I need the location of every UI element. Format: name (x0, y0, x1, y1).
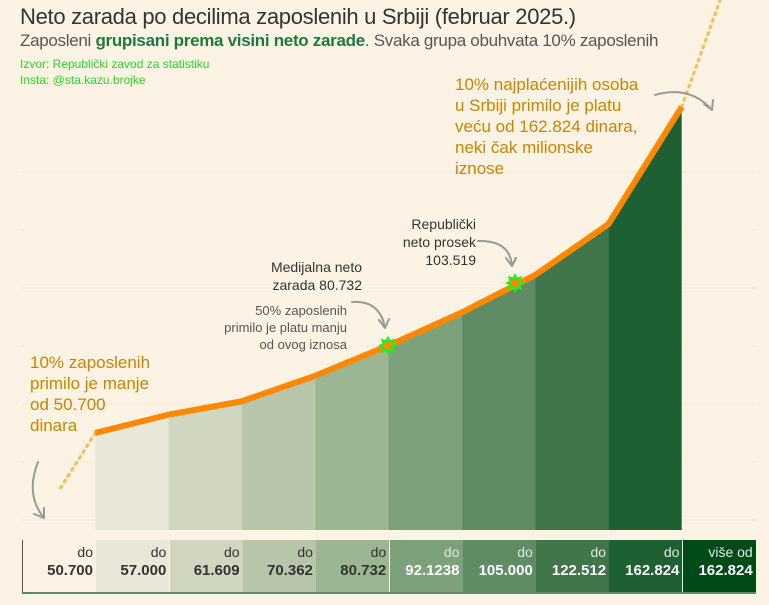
average-marker-center (511, 279, 519, 287)
decile-bar (461, 275, 536, 530)
annotation-line: od ovog iznosa (259, 337, 347, 352)
decile-label-cell: do 92.1238 (389, 540, 463, 592)
annotation-line: dinara (30, 416, 78, 435)
decile-bar (315, 345, 389, 530)
annotation-median-note: 50% zaposlenih primilo je platu manju od… (224, 302, 347, 353)
annotation-line: veću od 162.824 dinara, (455, 117, 638, 136)
subtitle-pre: Zaposleni (20, 31, 96, 50)
arrow-bottom (31, 461, 45, 519)
decile-label-cell: do 105.000 (462, 540, 536, 592)
annotation-line: neki čak milionske (455, 138, 593, 157)
decile-bar (388, 312, 462, 530)
source-text: Izvor: Republički zavod za statistiku (20, 57, 210, 71)
decile-bar (95, 414, 169, 530)
line-extension-low (56, 431, 97, 494)
label-value: 92.1238 (405, 562, 460, 579)
label-prefix: do (150, 544, 167, 560)
annotation-line: 10% zaposlenih (30, 353, 151, 372)
decile-label-cell: do 57.000 (96, 540, 170, 592)
annotation-line: zarada 80.732 (272, 277, 362, 293)
annotation-bottom: 10% zaposlenih primilo je manje od 50.70… (30, 352, 150, 436)
decile-label-cell: do 122.512 (536, 540, 610, 592)
label-prefix: do (590, 544, 607, 560)
annotation-line: od 50.700 (30, 395, 106, 414)
subtitle-bold: grupisani prema visini neto zarade (95, 31, 365, 50)
decile-bar (241, 375, 316, 530)
decile-label-cell: do 50.700 (23, 540, 96, 592)
chart-subtitle: Zaposleni grupisani prema visini neto za… (20, 31, 658, 51)
label-prefix: više od (708, 544, 753, 560)
decile-label-cell: do 162.824 (609, 540, 683, 592)
annotation-line: Republički (411, 216, 476, 232)
annotation-line: primilo je manje (30, 374, 150, 393)
annotation-top: 10% najplaćenijih osoba u Srbiji primilo… (455, 74, 638, 179)
label-value: 80.732 (340, 562, 387, 579)
arrow-top (654, 91, 714, 111)
annotation-line: 10% najplaćenijih osoba (455, 75, 639, 94)
annotation-median: Medijalna neto zarada 80.732 (271, 258, 362, 294)
annotation-line: iznose (455, 159, 505, 178)
label-prefix: do (77, 544, 93, 560)
arrow-median (351, 300, 390, 329)
decile-bar (608, 106, 682, 530)
label-prefix: do (297, 544, 313, 560)
median-marker-center (384, 341, 392, 350)
chart-title: Neto zarada po decilima zaposlenih u Srb… (20, 4, 576, 29)
label-prefix: do (443, 544, 460, 560)
label-value: 162.824 (698, 562, 753, 579)
label-value: 122.512 (551, 562, 607, 579)
label-value: 61.609 (193, 562, 240, 579)
annotation-line: neto prosek (402, 234, 476, 250)
label-value: 162.824 (625, 562, 680, 579)
decile-label-cell: do 80.732 (316, 540, 390, 592)
label-value: 57.000 (120, 562, 167, 579)
line-extension-high (680, 0, 722, 109)
decile-label-cell: do 70.362 (242, 540, 316, 592)
decile-label-cell: do 61.609 (169, 540, 243, 592)
label-prefix: do (663, 544, 680, 560)
annotation-average: Republički neto prosek 103.519 (403, 215, 476, 269)
decile-bar (168, 401, 242, 530)
annotation-line: primilo je platu manju (224, 320, 347, 335)
label-prefix: do (517, 544, 533, 560)
label-prefix: do (370, 544, 387, 560)
label-value: 70.362 (267, 562, 313, 579)
label-value: 105.000 (478, 562, 533, 579)
decile-label-cell: više od 162.824 (682, 540, 756, 592)
label-prefix: do (224, 544, 240, 560)
decile-bar (535, 224, 609, 530)
arrow-average (477, 239, 517, 267)
label-value: 50.700 (47, 562, 93, 579)
decile-label-table: do 50.700 do 57.000 do 61.609 do 70.362 do 80.732… (22, 540, 756, 594)
subtitle-post: . Svaka grupa obuhvata 10% zaposlenih (364, 31, 659, 50)
annotation-line: 50% zaposlenih (255, 303, 347, 318)
annotation-line: Medijalna neto (270, 259, 362, 275)
annotation-line: u Srbiji primilo je platu (455, 96, 622, 115)
annotation-line: 103.519 (425, 252, 476, 268)
insta-handle: Insta: @sta.kazu.brojke (20, 73, 146, 87)
